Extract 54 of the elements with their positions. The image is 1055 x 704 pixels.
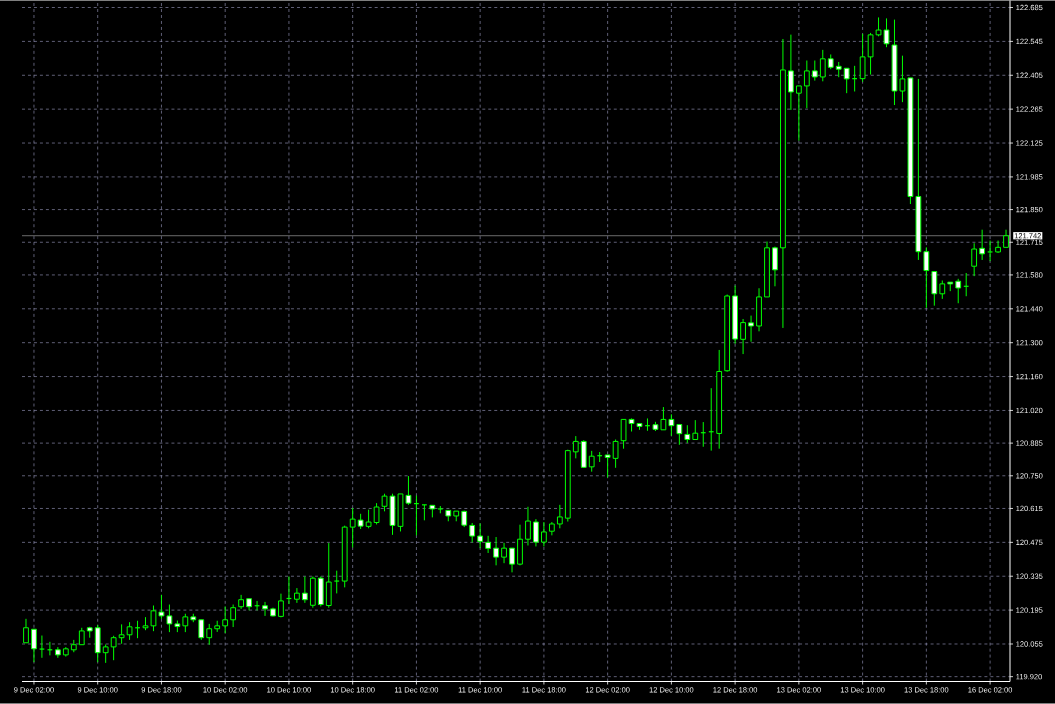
candlestick [541, 521, 547, 548]
candlestick [294, 587, 300, 604]
candlestick [365, 509, 372, 530]
candlestick [803, 60, 810, 109]
candlestick [859, 33, 866, 83]
candlestick [477, 523, 484, 549]
candlestick [301, 576, 308, 604]
candlestick [867, 32, 874, 76]
candlestick [676, 424, 683, 446]
candlestick [533, 518, 539, 548]
candlestick [795, 85, 802, 142]
candlestick [230, 604, 237, 628]
candlestick [182, 613, 189, 633]
candlestick [979, 229, 986, 261]
candlestick [971, 242, 978, 277]
candlestick [572, 435, 579, 460]
candlestick [939, 280, 946, 300]
candlestick [469, 522, 476, 544]
candlestick [740, 318, 746, 355]
candlestick [692, 419, 699, 441]
candlestick [198, 619, 205, 641]
candlestick [222, 606, 229, 634]
candlestick [38, 635, 45, 659]
candlestick [501, 542, 507, 564]
candlestick [668, 414, 675, 437]
candlestick [509, 547, 515, 574]
candlestick [325, 542, 332, 609]
candlestick [931, 271, 938, 307]
candlestick [748, 315, 754, 343]
candlestick [31, 628, 37, 663]
candlestick [525, 506, 531, 547]
candlestick [811, 60, 818, 82]
candlestick [110, 635, 117, 661]
candlestick [612, 439, 619, 469]
candlestick [987, 240, 994, 262]
candlestick [493, 536, 499, 567]
candlestick [349, 507, 356, 549]
candlestick [118, 624, 125, 645]
candlestick [604, 454, 611, 479]
candlestick [166, 604, 173, 633]
candlestick [772, 246, 778, 288]
candlestick [262, 601, 268, 617]
candlestick [788, 34, 794, 111]
candlestick [995, 240, 1001, 254]
candlestick [955, 278, 962, 304]
candlestick [923, 247, 930, 309]
candlestick [206, 623, 213, 646]
candlestick [333, 570, 340, 595]
candlestick [485, 535, 492, 554]
candlestick [102, 644, 109, 664]
candlestick [588, 450, 595, 473]
candlestick [819, 49, 826, 83]
candlestick [556, 504, 563, 530]
candlestick [843, 68, 850, 94]
